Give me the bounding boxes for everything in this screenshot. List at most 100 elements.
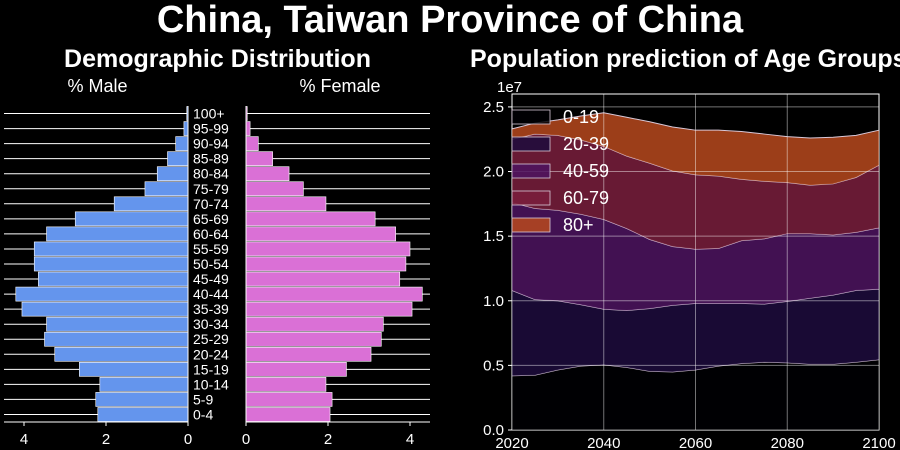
male-bar-5-9 bbox=[95, 392, 189, 407]
male-x-tick-label: 4 bbox=[20, 431, 28, 448]
area-plot-group: 2020 2040 2060 2080 2100 0.0 0.5 1.0 1.5 2.0 2.5 bbox=[483, 93, 896, 450]
male-bar-60-64 bbox=[46, 226, 189, 242]
legend-label: 60-79 bbox=[563, 188, 609, 208]
age-label: 70-74 bbox=[193, 196, 229, 212]
y-axis-exponent-label: 1e7 bbox=[497, 79, 522, 96]
age-label: 20-24 bbox=[193, 346, 229, 362]
male-bar-10-14 bbox=[99, 377, 189, 392]
y-tick-label: 0.5 bbox=[483, 357, 504, 374]
pyramid-title: Demographic Distribution bbox=[64, 45, 371, 73]
area-0-19 bbox=[512, 359, 879, 430]
male-bar-80-84 bbox=[156, 166, 189, 182]
male-bar-45-49 bbox=[38, 271, 189, 287]
age-labels-group: 0-45-910-1415-1920-2425-2930-3435-3940-4… bbox=[193, 106, 229, 423]
female-bar-5-9 bbox=[245, 392, 333, 407]
female-bar-90-94 bbox=[245, 136, 259, 151]
x-tick-label: 2100 bbox=[862, 435, 895, 450]
male-bar-85-89 bbox=[167, 151, 189, 166]
male-bar-0-4 bbox=[97, 407, 189, 422]
x-tick-label: 2020 bbox=[495, 435, 528, 450]
pyramid-x-ticks: 4 2 0 0 2 4 bbox=[4, 106, 430, 448]
female-bar-20-24 bbox=[245, 346, 372, 362]
legend-swatch-40-59 bbox=[511, 163, 551, 179]
female-bar-50-54 bbox=[245, 256, 407, 272]
female-bar-25-29 bbox=[245, 331, 382, 347]
age-label: 65-69 bbox=[193, 211, 229, 227]
area-20-39 bbox=[512, 289, 879, 376]
male-x-tick-label: 2 bbox=[102, 431, 110, 448]
age-label: 100+ bbox=[193, 106, 225, 122]
area-top-line-80+ bbox=[511, 112, 880, 139]
female-bars-group bbox=[245, 106, 430, 422]
male-bar-95-99 bbox=[183, 121, 189, 136]
legend-swatch-20-39 bbox=[511, 136, 551, 152]
age-label: 0-4 bbox=[193, 406, 213, 422]
male-bar-25-29 bbox=[44, 331, 189, 347]
legend-label: 0-19 bbox=[563, 107, 599, 127]
male-bar-70-74 bbox=[113, 196, 189, 212]
female-x-tick-label: 4 bbox=[406, 431, 414, 448]
legend-swatch-60-79 bbox=[511, 190, 551, 206]
age-label: 55-59 bbox=[193, 241, 229, 257]
male-bar-35-39 bbox=[21, 301, 189, 317]
y-tick-label: 1.5 bbox=[483, 228, 504, 245]
age-label: 10-14 bbox=[193, 376, 229, 392]
legend-swatch-0-19 bbox=[511, 109, 551, 125]
female-bar-70-74 bbox=[245, 196, 327, 212]
age-label: 15-19 bbox=[193, 361, 229, 377]
female-bar-10-14 bbox=[245, 377, 327, 392]
male-bar-55-59 bbox=[33, 241, 189, 257]
male-bar-65-69 bbox=[74, 211, 189, 227]
male-bar-30-34 bbox=[46, 316, 189, 332]
age-label: 30-34 bbox=[193, 316, 229, 332]
female-bar-15-19 bbox=[245, 362, 347, 377]
age-label: 35-39 bbox=[193, 301, 229, 317]
age-label: 45-49 bbox=[193, 271, 229, 287]
age-label: 85-89 bbox=[193, 151, 229, 167]
y-tick-label: 2.5 bbox=[483, 99, 504, 116]
legend-swatch-80+ bbox=[511, 217, 551, 233]
male-bar-15-19 bbox=[79, 362, 189, 377]
area-grid: 2020 2040 2060 2080 2100 0.0 0.5 1.0 1.5 2.0 2.5 bbox=[483, 94, 896, 450]
female-bar-30-34 bbox=[245, 316, 384, 332]
male-bars-group bbox=[4, 106, 189, 422]
female-bar-55-59 bbox=[245, 241, 411, 257]
male-x-tick-label: 0 bbox=[184, 431, 192, 448]
age-label: 40-44 bbox=[193, 286, 229, 302]
age-label: 80-84 bbox=[193, 166, 229, 182]
x-tick-label: 2060 bbox=[679, 435, 712, 450]
female-bar-85-89 bbox=[245, 151, 273, 166]
area-40-59 bbox=[512, 202, 879, 311]
x-tick-label: 2040 bbox=[587, 435, 620, 450]
male-bar-20-24 bbox=[54, 346, 189, 362]
male-bar-75-79 bbox=[144, 181, 189, 197]
male-bar-50-54 bbox=[33, 256, 189, 272]
legend-label: 80+ bbox=[563, 215, 594, 235]
age-label: 90-94 bbox=[193, 136, 229, 152]
area-80+ bbox=[512, 112, 879, 186]
female-bar-40-44 bbox=[245, 286, 423, 302]
age-label: 60-64 bbox=[193, 226, 229, 242]
area-legend: 0-19 20-39 40-59 60-79 80+ bbox=[511, 107, 609, 235]
area-fills bbox=[511, 112, 880, 430]
female-bar-45-49 bbox=[245, 271, 401, 287]
female-bar-35-39 bbox=[245, 301, 413, 317]
female-bar-0-4 bbox=[245, 407, 331, 422]
female-bar-95-99 bbox=[245, 121, 251, 136]
age-label: 25-29 bbox=[193, 331, 229, 347]
y-tick-label: 2.0 bbox=[483, 164, 504, 181]
legend-label: 20-39 bbox=[563, 134, 609, 154]
female-bar-60-64 bbox=[245, 226, 396, 242]
x-tick-label: 2080 bbox=[771, 435, 804, 450]
legend-label: 40-59 bbox=[563, 161, 609, 181]
male-bar-90-94 bbox=[175, 136, 189, 151]
age-label: 75-79 bbox=[193, 181, 229, 197]
projection-title: Population prediction of Age Groups bbox=[470, 45, 900, 73]
figure-title: China, Taiwan Province of China bbox=[156, 0, 744, 41]
y-tick-label: 1.0 bbox=[483, 293, 504, 310]
female-bar-80-84 bbox=[245, 166, 290, 182]
male-bar-40-44 bbox=[15, 286, 189, 302]
area-60-79 bbox=[512, 134, 879, 250]
